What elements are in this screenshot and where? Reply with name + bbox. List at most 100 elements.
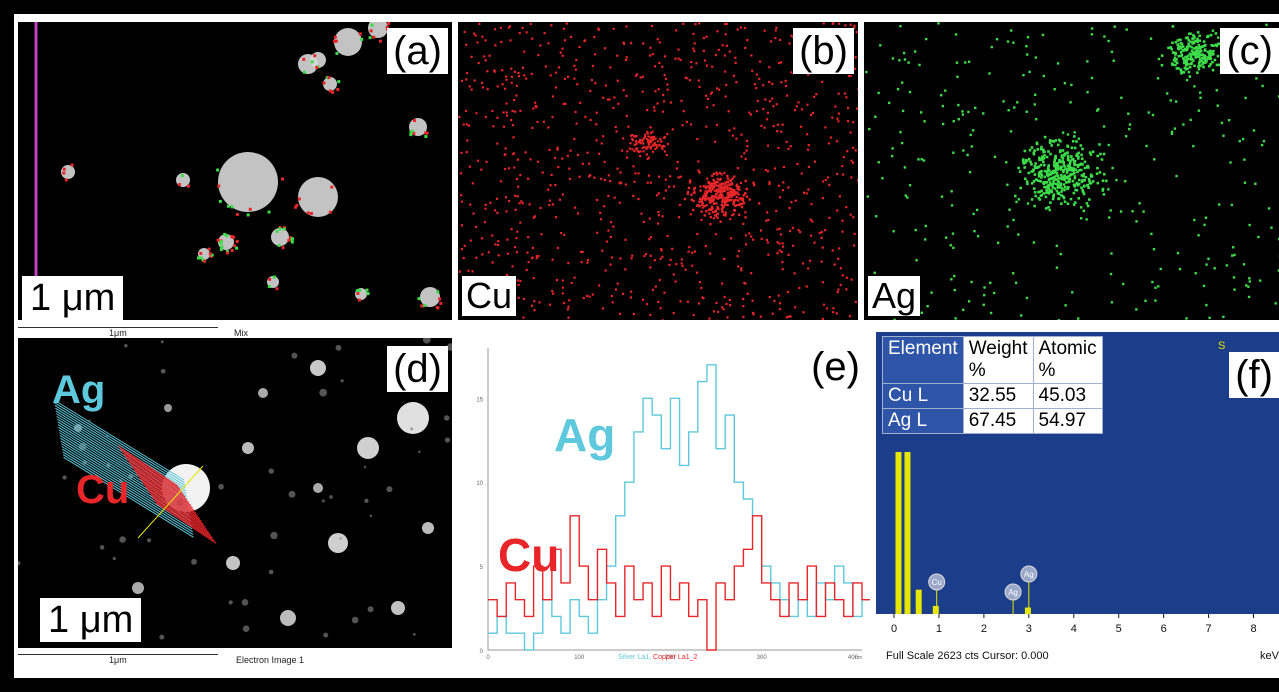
cu-dot	[563, 77, 566, 80]
cu-dot	[547, 126, 550, 129]
ag-dot	[1189, 32, 1192, 35]
cu-dot	[852, 216, 855, 219]
cu-dot	[554, 216, 558, 219]
cu-dot	[736, 28, 739, 31]
cu-dot	[776, 123, 780, 126]
cu-dot	[481, 35, 484, 38]
ag-dot	[901, 109, 905, 113]
ag-dot	[1211, 60, 1214, 64]
spectrum-peak	[904, 452, 911, 614]
ag-dot	[1060, 155, 1064, 159]
cu-dot	[635, 134, 638, 138]
cu-dot	[786, 291, 790, 294]
ag-dot	[907, 61, 910, 64]
table-cell-weight: 67.45	[962, 408, 1034, 434]
ag-dot	[1054, 166, 1058, 170]
cu-dot	[567, 75, 570, 78]
cu-dot	[661, 319, 664, 320]
ag-dot	[1217, 63, 1221, 67]
cu-dot	[841, 274, 844, 277]
cu-dot	[508, 25, 512, 28]
cu-dot	[643, 136, 647, 139]
cu-dot	[764, 168, 767, 172]
ag-dot	[1052, 171, 1055, 175]
ag-dot	[1206, 35, 1210, 38]
cu-dot	[557, 165, 560, 169]
cu-dot	[827, 142, 831, 145]
cu-dot	[578, 45, 581, 49]
cu-dot	[504, 167, 507, 171]
cu-dot	[514, 110, 517, 113]
cu-dot	[591, 293, 594, 296]
cu-dot	[662, 100, 666, 103]
ag-dot	[1082, 172, 1086, 176]
ag-dot	[1038, 170, 1041, 174]
cu-dot	[755, 86, 758, 90]
ag-dot	[1059, 149, 1062, 152]
ag-dot	[1057, 192, 1061, 196]
cu-dot	[844, 24, 847, 27]
cu-dot	[832, 311, 835, 314]
cu-dot	[675, 167, 678, 170]
ag-dot	[1265, 23, 1268, 27]
map-dot	[290, 237, 294, 241]
cu-dot	[853, 232, 856, 236]
ag-dot	[1056, 179, 1060, 183]
cu-dot	[828, 184, 831, 187]
ag-dot	[902, 51, 906, 55]
cu-dot	[744, 46, 747, 49]
cu-dot	[742, 297, 745, 301]
cu-dot	[697, 79, 700, 82]
cu-dot	[805, 192, 808, 195]
ag-dot	[1194, 46, 1198, 49]
ag-dot	[1205, 303, 1208, 307]
cu-dot	[755, 110, 758, 113]
ag-dot	[1090, 175, 1094, 178]
ag-dot	[1024, 177, 1027, 181]
map-dot	[230, 205, 234, 209]
series-line-copper	[488, 515, 870, 651]
cu-dot	[679, 300, 682, 303]
cu-dot	[725, 196, 729, 199]
ag-dot	[964, 61, 967, 64]
cu-dot	[672, 273, 675, 276]
cu-dot	[721, 198, 725, 201]
ag-dot	[1201, 63, 1204, 66]
map-dot	[336, 87, 340, 91]
cu-dot	[744, 192, 747, 195]
cu-dot	[530, 72, 533, 76]
map-dot	[278, 227, 282, 231]
cu-dot	[688, 246, 691, 249]
cu-dot	[671, 128, 674, 131]
cu-dot	[801, 262, 805, 265]
cu-dot	[740, 269, 743, 272]
scalebar-caption: 1μm	[109, 328, 127, 338]
ag-dot	[1238, 139, 1241, 143]
ag-dot	[1033, 93, 1037, 97]
ag-dot	[1186, 67, 1189, 70]
ag-dot	[1077, 197, 1081, 200]
ag-dot	[1047, 164, 1051, 167]
cu-dot	[690, 66, 693, 69]
ag-dot	[1216, 54, 1220, 58]
ag-dot	[1202, 40, 1206, 43]
cu-dot	[511, 109, 514, 113]
spectrum-peak	[915, 589, 922, 614]
cu-dot	[476, 41, 479, 44]
cu-dot	[780, 61, 783, 64]
cu-dot	[714, 193, 718, 196]
ag-dot	[1209, 62, 1212, 66]
ag-dot	[1244, 96, 1247, 100]
cu-dot	[739, 181, 742, 184]
ag-dot	[1087, 186, 1090, 189]
cu-dot	[468, 165, 471, 168]
cu-dot	[846, 119, 850, 123]
ag-dot	[1186, 54, 1190, 58]
ag-dot	[1085, 202, 1089, 205]
ag-dot	[1071, 172, 1074, 176]
ag-dot	[1127, 112, 1130, 115]
ag-dot	[1196, 37, 1199, 41]
cu-dot	[775, 209, 778, 212]
cu-dot	[786, 94, 789, 97]
cu-dot	[850, 176, 853, 179]
